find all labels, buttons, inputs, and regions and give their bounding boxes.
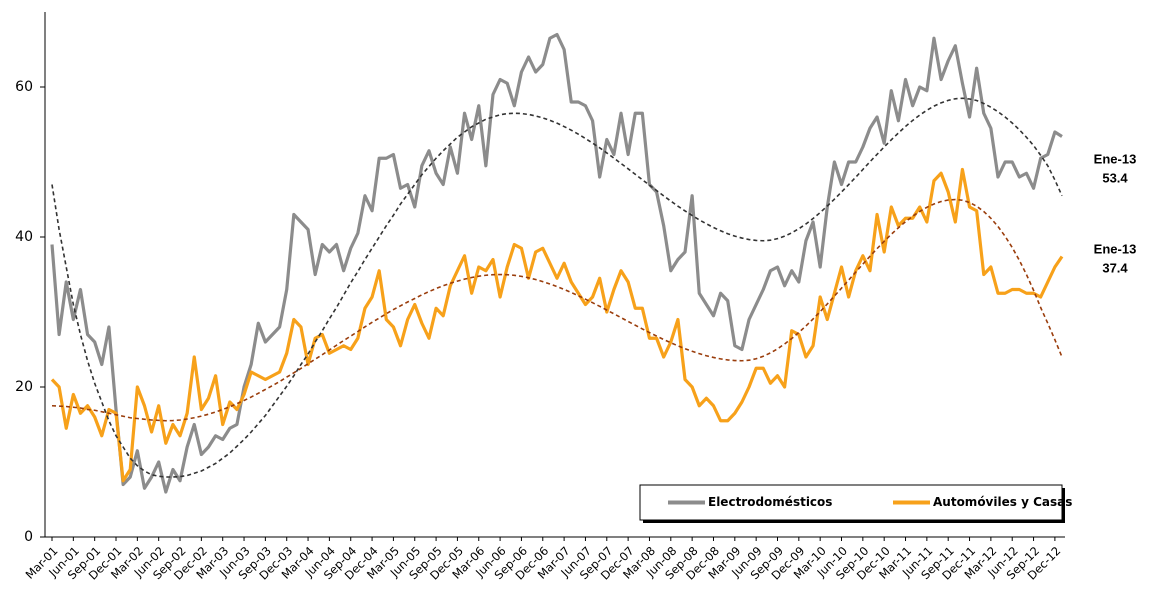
end-label: Ene-13 [1094,151,1137,166]
end-value: 37.4 [1102,260,1128,275]
end-value: 53.4 [1102,170,1128,185]
legend-box [639,484,1063,521]
y-tick-label: 20 [15,379,33,395]
data-line [50,167,1064,483]
legend-label: Electrodomésticos [708,495,832,509]
data-line [50,32,1063,494]
y-tick-label: 40 [15,229,33,245]
trend-line [51,198,1063,422]
y-tick-label: 60 [15,79,33,95]
legend-label: Automóviles y Casas [933,495,1072,509]
end-label: Ene-13 [1094,241,1137,256]
trend-line [51,97,1063,478]
y-tick-label: 0 [24,529,33,545]
